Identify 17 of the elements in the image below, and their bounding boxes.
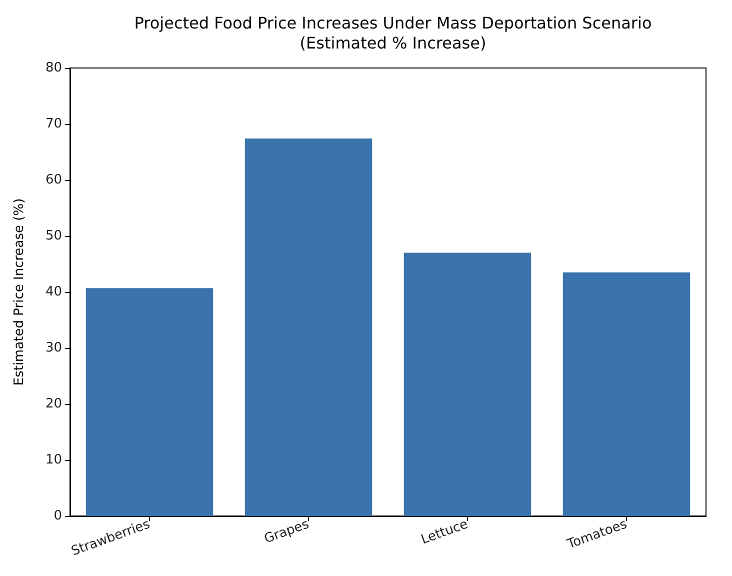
bar (244, 138, 372, 516)
y-tick-label: 60 (45, 172, 62, 188)
y-tick-label: 10 (45, 452, 62, 468)
bar (404, 252, 532, 516)
chart-title: Projected Food Price Increases Under Mass Deportation Scenario (Estimated % Increase) (134, 14, 652, 52)
bar (562, 272, 690, 516)
y-tick-label: 50 (45, 228, 62, 244)
y-tick-label: 30 (45, 340, 62, 356)
y-tick-label: 20 (45, 396, 62, 412)
y-tick-label: 80 (45, 60, 62, 76)
bar (86, 288, 214, 516)
y-tick-label: 40 (45, 284, 62, 300)
y-axis-title: Estimated Price Increase (%) (12, 198, 27, 386)
x-tick-label: Lettuce (419, 516, 470, 548)
y-tick-label: 70 (45, 116, 62, 132)
y-tick-label: 0 (54, 508, 62, 524)
x-tick-label: Grapes (262, 516, 312, 547)
